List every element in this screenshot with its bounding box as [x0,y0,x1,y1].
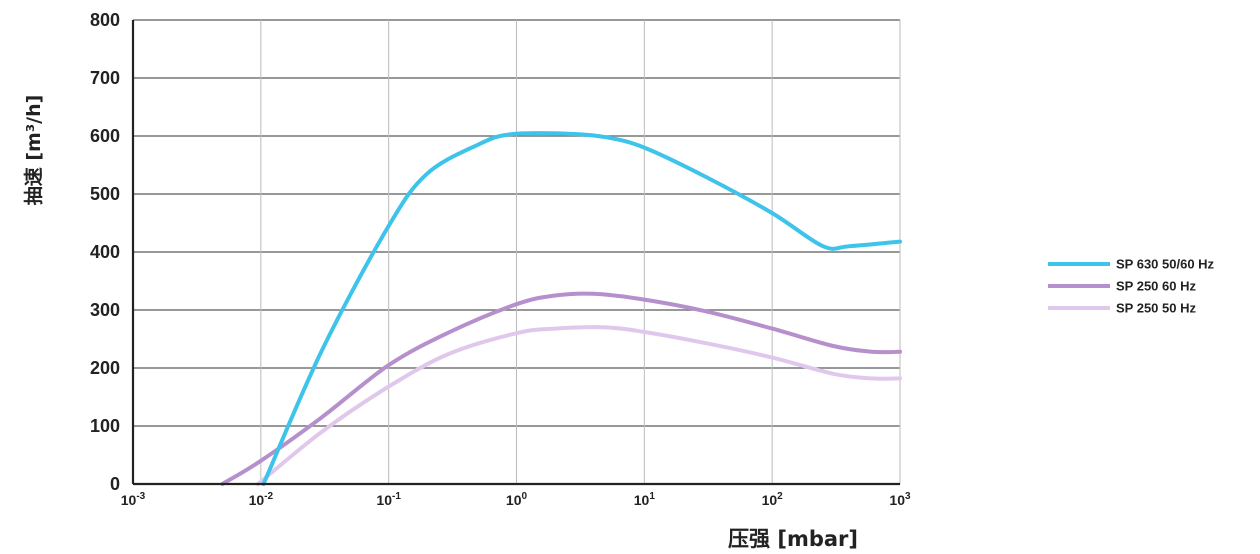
x-tick-exponent: 1 [649,491,655,502]
y-tick-label: 300 [90,300,120,320]
y-tick-label: 700 [90,68,120,88]
x-tick-base: 10 [889,492,905,508]
x-tick-base: 10 [249,492,265,508]
series-line [220,291,902,486]
x-tick-base: 10 [506,492,522,508]
x-tick-label: 100 [506,491,528,508]
legend-label: SP 250 50 Hz [1116,301,1196,316]
y-axis-title: 抽速 [m³/h] [22,95,45,206]
x-tick-label: 10-3 [121,491,146,508]
x-tick-exponent: 3 [905,491,911,502]
y-tick-label: 100 [90,416,120,436]
y-tick-label: 500 [90,184,120,204]
x-tick-base: 10 [376,492,392,508]
x-tick-labels: 10-3 10-2 10-1 100 101 102 103 [121,491,911,508]
series-line [256,325,902,486]
x-tick-exponent: -2 [264,491,273,502]
legend-label: SP 630 50/60 Hz [1116,257,1215,272]
y-tick-label: 200 [90,358,120,378]
x-tick-base: 10 [634,492,650,508]
grid [133,19,901,484]
series-layer [220,131,902,486]
x-tick-label: 102 [762,491,784,508]
series-line [261,131,902,486]
y-tick-label: 400 [90,242,120,262]
x-tick-base: 10 [121,492,137,508]
x-axis-title: 压强 [mbar] [728,527,858,551]
legend-label: SP 250 60 Hz [1116,279,1196,294]
x-tick-exponent: -3 [136,491,145,502]
axes [131,20,900,486]
x-tick-label: 101 [634,491,656,508]
y-tick-label: 800 [90,10,120,30]
x-tick-label: 10-2 [249,491,274,508]
x-tick-exponent: -1 [392,491,401,502]
x-tick-label: 103 [889,491,911,508]
x-tick-exponent: 2 [777,491,783,502]
y-tick-label: 600 [90,126,120,146]
x-tick-base: 10 [762,492,778,508]
x-tick-label: 10-1 [376,491,401,508]
x-tick-exponent: 0 [522,491,528,502]
y-tick-labels: 0 100 200 300 400 500 600 700 800 [90,10,120,494]
legend: SP 630 50/60 Hz SP 250 60 Hz SP 250 50 Hz [1048,257,1215,316]
y-tick-label: 0 [110,474,120,494]
